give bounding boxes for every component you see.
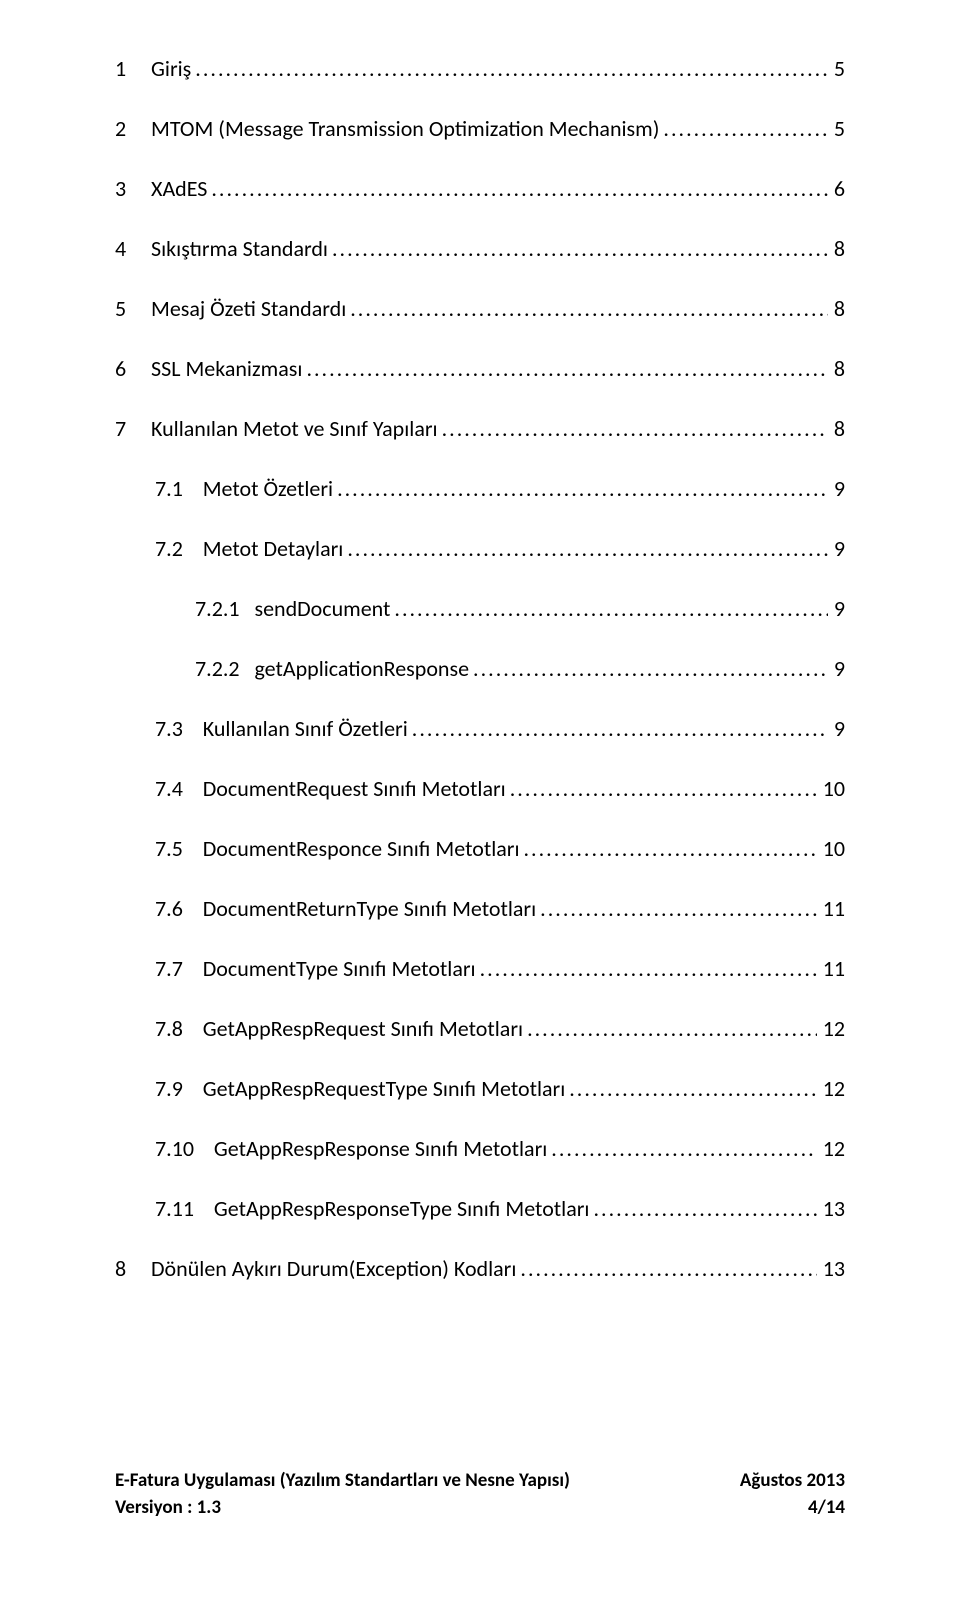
- toc-entry-page: 8: [828, 358, 845, 380]
- toc-entry: 7.4 DocumentRequest Sınıfı Metotları 10: [115, 778, 845, 800]
- toc-entry: 1 Giriş 5: [115, 58, 845, 80]
- toc-entry-page: 5: [828, 118, 845, 140]
- toc-leader-dots: [520, 838, 817, 860]
- toc-entry: 8 Dönülen Aykırı Durum(Exception) Kodlar…: [115, 1258, 845, 1280]
- toc-entry-page: 8: [828, 298, 845, 320]
- toc-entry-label: 7.3 Kullanılan Sınıf Özetleri: [155, 718, 408, 740]
- toc-entry-page: 12: [817, 1078, 845, 1100]
- table-of-contents: 1 Giriş 5 2 MTOM (Message Transmission Op…: [115, 58, 845, 1280]
- toc-entry: 7.7 DocumentType Sınıfı Metotları 11: [115, 958, 845, 980]
- toc-leader-dots: [589, 1198, 816, 1220]
- toc-leader-dots: [390, 598, 827, 620]
- toc-entry-label: 7.2.2 getApplicationResponse: [195, 658, 469, 680]
- page-footer: E-Fatura Uygulaması (Yazılım Standartlar…: [115, 1465, 845, 1519]
- toc-entry-page: 12: [817, 1018, 845, 1040]
- toc-entry-page: 10: [817, 838, 845, 860]
- toc-entry-page: 11: [817, 958, 845, 980]
- toc-entry-page: 13: [817, 1258, 845, 1280]
- toc-entry: 7.1 Metot Özetleri 9: [115, 478, 845, 500]
- toc-leader-dots: [191, 58, 828, 80]
- toc-entry-label: 7.11 GetAppRespResponseType Sınıfı Metot…: [155, 1198, 589, 1220]
- toc-entry: 7.8 GetAppRespRequest Sınıfı Metotları 1…: [115, 1018, 845, 1040]
- page: 1 Giriş 5 2 MTOM (Message Transmission Op…: [0, 0, 960, 1609]
- toc-entry: 3 XAdES 6: [115, 178, 845, 200]
- toc-leader-dots: [506, 778, 817, 800]
- toc-entry-page: 9: [828, 658, 845, 680]
- toc-entry-label: 7.2 Metot Detayları: [155, 538, 343, 560]
- toc-entry: 7.9 GetAppRespRequestType Sınıfı Metotla…: [115, 1078, 845, 1100]
- toc-leader-dots: [476, 958, 817, 980]
- footer-row-2: Versiyon : 1.3 4/14: [115, 1496, 845, 1519]
- toc-entry-page: 9: [828, 718, 845, 740]
- toc-entry: 7.3 Kullanılan Sınıf Özetleri 9: [115, 718, 845, 740]
- toc-leader-dots: [408, 718, 828, 740]
- toc-entry-label: 7.7 DocumentType Sınıfı Metotları: [155, 958, 476, 980]
- toc-entry-page: 5: [828, 58, 845, 80]
- footer-version: Versiyon : 1.3: [115, 1496, 221, 1519]
- toc-entry-page: 9: [828, 538, 845, 560]
- toc-entry: 7.6 DocumentReturnType Sınıfı Metotları …: [115, 898, 845, 920]
- toc-entry-label: 7.2.1 sendDocument: [195, 598, 390, 620]
- toc-entry-label: 4 Sıkıştırma Standardı: [115, 238, 328, 260]
- toc-entry-label: 7.6 DocumentReturnType Sınıfı Metotları: [155, 898, 536, 920]
- toc-leader-dots: [302, 358, 827, 380]
- toc-entry-page: 8: [828, 418, 845, 440]
- toc-entry-label: 2 MTOM (Message Transmission Optimizatio…: [115, 118, 659, 140]
- toc-leader-dots: [516, 1258, 816, 1280]
- toc-entry-page: 12: [817, 1138, 845, 1160]
- toc-entry: 5 Mesaj Özeti Standardı 8: [115, 298, 845, 320]
- toc-leader-dots: [469, 658, 828, 680]
- toc-leader-dots: [536, 898, 817, 920]
- toc-entry: 7.5 DocumentResponce Sınıfı Metotları 10: [115, 838, 845, 860]
- toc-leader-dots: [438, 418, 828, 440]
- toc-entry-label: 7 Kullanılan Metot ve Sınıf Yapıları: [115, 418, 438, 440]
- toc-entry: 7.10 GetAppRespResponse Sınıfı Metotları…: [115, 1138, 845, 1160]
- toc-leader-dots: [343, 538, 828, 560]
- toc-leader-dots: [565, 1078, 816, 1100]
- footer-row-1: E-Fatura Uygulaması (Yazılım Standartlar…: [115, 1469, 845, 1492]
- toc-entry-page: 8: [828, 238, 845, 260]
- toc-entry-label: 7.10 GetAppRespResponse Sınıfı Metotları: [155, 1138, 547, 1160]
- toc-entry-label: 6 SSL Mekanizması: [115, 358, 302, 380]
- toc-entry-page: 11: [817, 898, 845, 920]
- toc-entry-label: 7.8 GetAppRespRequest Sınıfı Metotları: [155, 1018, 523, 1040]
- toc-entry: 6 SSL Mekanizması 8: [115, 358, 845, 380]
- toc-entry-page: 13: [817, 1198, 845, 1220]
- toc-entry-page: 9: [828, 598, 845, 620]
- toc-leader-dots: [328, 238, 828, 260]
- toc-leader-dots: [207, 178, 827, 200]
- toc-leader-dots: [659, 118, 827, 140]
- footer-date: Ağustos 2013: [740, 1469, 845, 1492]
- toc-entry: 2 MTOM (Message Transmission Optimizatio…: [115, 118, 845, 140]
- toc-entry-label: 1 Giriş: [115, 58, 191, 80]
- toc-entry: 7.11 GetAppRespResponseType Sınıfı Metot…: [115, 1198, 845, 1220]
- footer-page-indicator: 4/14: [808, 1496, 845, 1519]
- toc-entry: 7.2.1 sendDocument 9: [115, 598, 845, 620]
- toc-entry-page: 9: [828, 478, 845, 500]
- toc-entry-page: 10: [817, 778, 845, 800]
- toc-entry-label: 5 Mesaj Özeti Standardı: [115, 298, 346, 320]
- toc-leader-dots: [547, 1138, 816, 1160]
- toc-leader-dots: [333, 478, 828, 500]
- toc-entry-page: 6: [828, 178, 845, 200]
- toc-entry: 7.2 Metot Detayları 9: [115, 538, 845, 560]
- toc-entry-label: 7.4 DocumentRequest Sınıfı Metotları: [155, 778, 506, 800]
- toc-entry: 7.2.2 getApplicationResponse 9: [115, 658, 845, 680]
- toc-entry: 7 Kullanılan Metot ve Sınıf Yapıları 8: [115, 418, 845, 440]
- toc-entry-label: 3 XAdES: [115, 178, 207, 200]
- footer-doc-title: E-Fatura Uygulaması (Yazılım Standartlar…: [115, 1469, 570, 1492]
- toc-entry: 4 Sıkıştırma Standardı 8: [115, 238, 845, 260]
- toc-leader-dots: [346, 298, 828, 320]
- toc-entry-label: 7.5 DocumentResponce Sınıfı Metotları: [155, 838, 520, 860]
- toc-entry-label: 7.9 GetAppRespRequestType Sınıfı Metotla…: [155, 1078, 565, 1100]
- toc-entry-label: 8 Dönülen Aykırı Durum(Exception) Kodlar…: [115, 1258, 516, 1280]
- toc-leader-dots: [523, 1018, 817, 1040]
- toc-entry-label: 7.1 Metot Özetleri: [155, 478, 333, 500]
